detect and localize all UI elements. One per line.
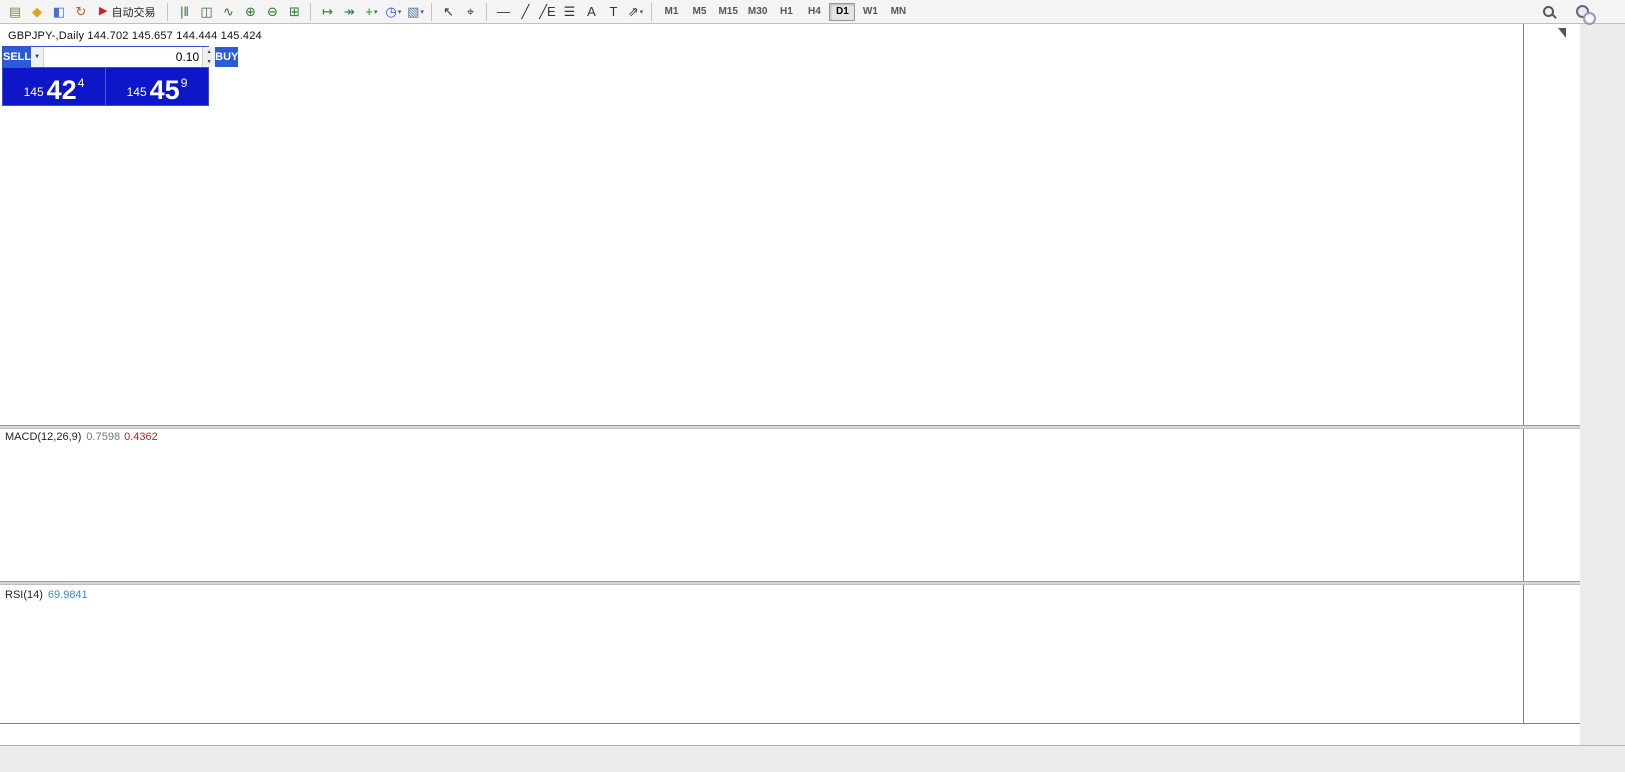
- timeframe-m30-button[interactable]: M30: [747, 6, 768, 17]
- text-label-icon[interactable]: T: [609, 4, 618, 19]
- horizontal-line-icon[interactable]: —: [496, 4, 510, 19]
- volume-input[interactable]: [44, 47, 203, 67]
- price-axis[interactable]: [1523, 24, 1579, 745]
- crosshair-icon[interactable]: ⌖: [466, 4, 475, 19]
- one-click-trading-panel: SELL ▼ ▲ ▼ BUY 145 42 4 145 45 9: [2, 46, 239, 106]
- rsi-value: 69.9841: [47, 589, 88, 601]
- chart-shift-icon[interactable]: ↠: [344, 4, 355, 19]
- timeframe-h1-button[interactable]: H1: [779, 6, 793, 17]
- chart-canvas[interactable]: [0, 0, 1523, 745]
- rsi-label: RSI(14) 69.9841: [5, 589, 88, 601]
- refresh-icon[interactable]: ↻: [75, 4, 87, 19]
- toolbar-separator: [167, 2, 169, 21]
- market-watch-icon[interactable]: ◧: [52, 4, 66, 19]
- timeframe-h4-button[interactable]: H4: [807, 6, 821, 17]
- arrow-objects-icon[interactable]: ⇗ ▾: [627, 4, 644, 19]
- new-order-icon[interactable]: ▤: [8, 4, 22, 19]
- sell-button[interactable]: SELL: [3, 47, 32, 67]
- text-icon[interactable]: A: [587, 4, 596, 19]
- volume-up-button[interactable]: ▲: [203, 47, 216, 57]
- line-chart-icon[interactable]: ∿: [223, 4, 234, 19]
- volume-down-button[interactable]: ▼: [203, 57, 216, 67]
- bid-price-panel[interactable]: 145 42 4: [3, 68, 106, 105]
- status-bar: [0, 745, 1625, 772]
- bid-prefix: 145: [23, 85, 44, 99]
- zoom-out-icon[interactable]: ⊖: [267, 4, 278, 19]
- trendline-icon[interactable]: ╱: [521, 4, 530, 19]
- toolbar-right: [1537, 2, 1621, 25]
- indicators-icon[interactable]: + ▾: [365, 4, 378, 19]
- timeframe-d1-button[interactable]: D1: [829, 2, 856, 21]
- ask-prefix: 145: [126, 85, 147, 99]
- macd-label: MACD(12,26,9) 0.7598 0.4362: [5, 431, 158, 443]
- candlestick-chart-icon[interactable]: ◫: [200, 4, 213, 19]
- bid-pipette: 4: [77, 76, 85, 90]
- timeframe-m5-button[interactable]: M5: [692, 6, 707, 17]
- ask-pipette: 9: [180, 76, 188, 90]
- community-icon[interactable]: [1571, 2, 1596, 25]
- toolbar-separator: [486, 2, 488, 21]
- rsi-name: RSI(14): [5, 589, 43, 601]
- templates-icon[interactable]: ▧ ▾: [407, 4, 424, 19]
- ask-big-digits: 45: [149, 75, 180, 106]
- chart-title: GBPJPY-,Daily 144.702 145.657 144.444 14…: [8, 30, 262, 42]
- toolbar-separator: [310, 2, 312, 21]
- ask-price-panel[interactable]: 145 45 9: [106, 68, 208, 105]
- timeframe-w1-button[interactable]: W1: [862, 6, 878, 17]
- buy-button[interactable]: BUY: [215, 47, 239, 67]
- chart-shift-marker-icon: [1558, 28, 1566, 38]
- metaquotes-icon[interactable]: ◆: [32, 4, 42, 19]
- autotrading-label: 自动交易: [111, 6, 156, 19]
- macd-main-value: 0.7598: [86, 431, 121, 443]
- tile-windows-icon[interactable]: ⊞: [289, 4, 300, 19]
- search-icon[interactable]: [1537, 2, 1559, 22]
- bid-big-digits: 42: [46, 75, 77, 106]
- equidistant-channel-icon[interactable]: ╱E: [539, 4, 556, 19]
- auto-scroll-icon[interactable]: ↦: [322, 4, 333, 19]
- periods-icon[interactable]: ◷ ▾: [385, 4, 402, 19]
- right-gutter: [1580, 24, 1625, 772]
- timeframe-mn-button[interactable]: MN: [890, 6, 907, 17]
- zoom-in-icon[interactable]: ⊕: [245, 4, 256, 19]
- panel-separator-rsi[interactable]: [0, 581, 1580, 585]
- macd-signal-value: 0.4362: [124, 431, 158, 443]
- toolbar-separator: [431, 2, 433, 21]
- fibonacci-icon[interactable]: ☰: [563, 4, 576, 19]
- volume-dropdown-button[interactable]: ▼: [31, 47, 45, 67]
- toolbar: ▤ ◆ ◧ ↻ ▶ 自动交易 |‖ ◫ ∿ ⊕ ⊖ ⊞ ↦ ↠ + ▾ ◷ ▾ ▧ ▾ ↖ ⌖ — ╱ ╱E ☰ A T ⇗ ▾ M1 M5 M…: [0, 0, 1625, 25]
- cursor-icon[interactable]: ↖: [443, 4, 454, 19]
- panel-separator-macd[interactable]: [0, 425, 1580, 429]
- timeframe-m15-button[interactable]: M15: [718, 6, 738, 17]
- bar-chart-icon[interactable]: |‖: [180, 4, 189, 19]
- autotrading-button[interactable]: ▶ 自动交易: [99, 5, 156, 19]
- time-axis[interactable]: [0, 723, 1580, 745]
- timeframe-m1-button[interactable]: M1: [664, 6, 679, 17]
- toolbar-separator: [651, 2, 653, 21]
- macd-name: MACD(12,26,9): [5, 431, 82, 443]
